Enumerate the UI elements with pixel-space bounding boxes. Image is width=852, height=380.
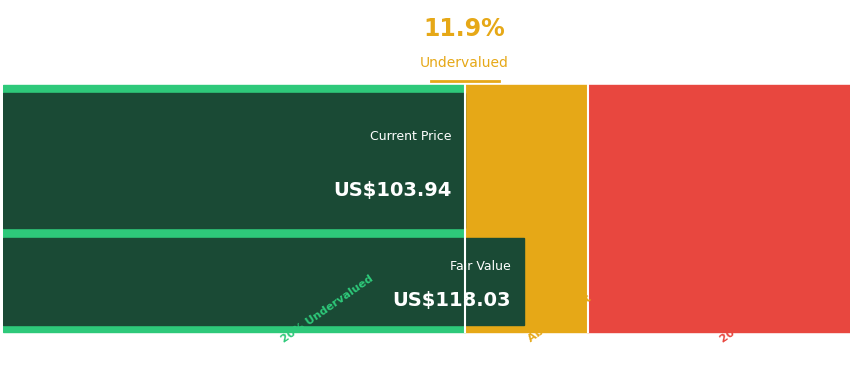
Bar	[3, 93, 464, 228]
Text: US$103.94: US$103.94	[333, 181, 452, 200]
Text: 20% Overvalued: 20% Overvalued	[718, 278, 807, 344]
Bar	[587, 85, 849, 332]
Bar	[3, 238, 523, 325]
Text: 11.9%: 11.9%	[423, 17, 505, 41]
Text: Current Price: Current Price	[370, 130, 452, 142]
Bar	[3, 85, 464, 332]
Text: About Right: About Right	[526, 293, 592, 344]
Text: US$118.03: US$118.03	[392, 291, 510, 310]
Bar	[464, 85, 587, 332]
Text: 20% Undervalued: 20% Undervalued	[279, 273, 375, 344]
Text: Fair Value: Fair Value	[450, 260, 510, 272]
Text: Undervalued: Undervalued	[420, 56, 509, 70]
